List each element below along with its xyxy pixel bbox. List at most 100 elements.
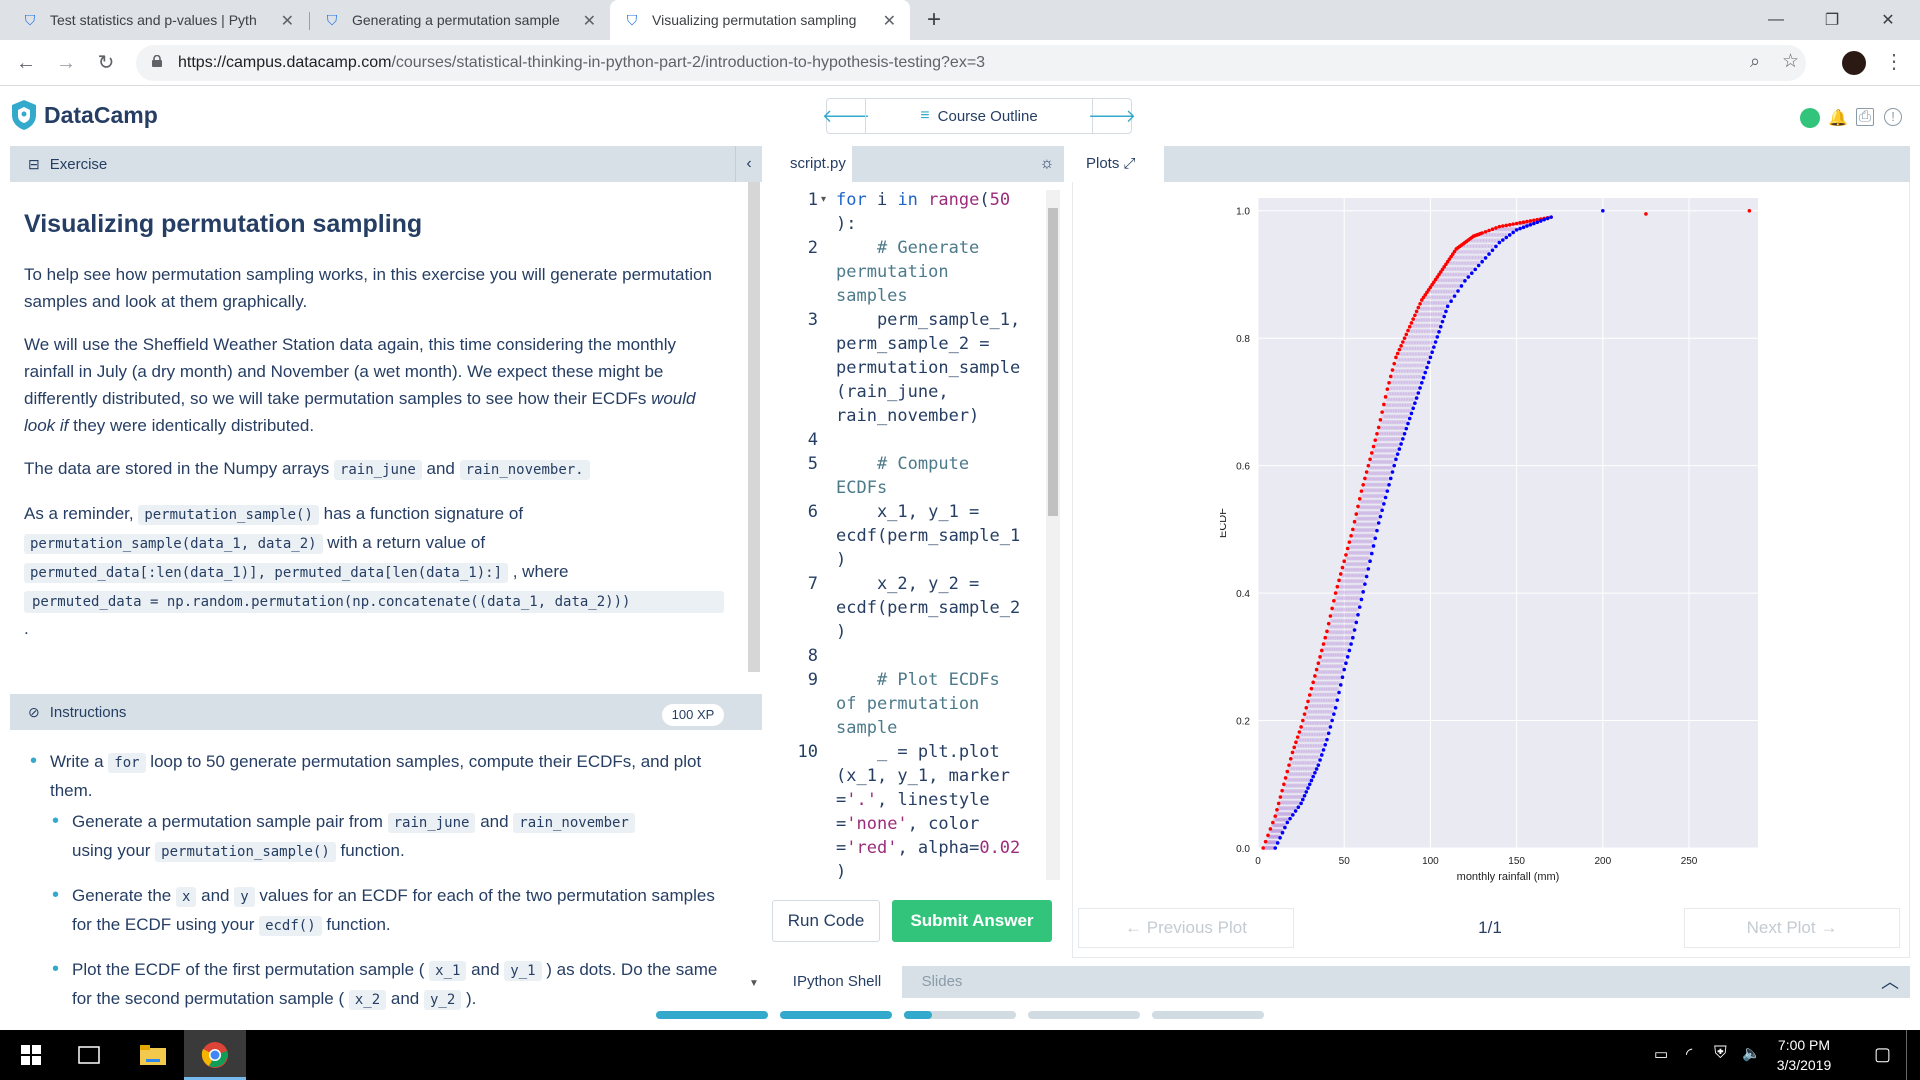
next-exercise-arrow-icon[interactable]: 🡒 — [1087, 105, 1137, 126]
info-icon[interactable]: ! — [1884, 108, 1902, 126]
shield-icon[interactable]: ⛨ — [1714, 1043, 1727, 1062]
avatar[interactable] — [1842, 51, 1866, 75]
permutation-dot — [1395, 408, 1400, 414]
permutation-dot — [1339, 658, 1345, 663]
next-plot-button[interactable]: Next Plot → — [1684, 908, 1900, 948]
datacamp-logo[interactable]: DataCamp — [10, 98, 158, 132]
slides-pdf-icon[interactable]: ⎙ — [1856, 108, 1874, 126]
permutation-dot — [1425, 346, 1431, 351]
editor-tab-script[interactable]: script.py — [772, 146, 852, 182]
close-window-icon[interactable]: ✕ — [1881, 12, 1895, 29]
scroll-down-arrow-icon[interactable]: ▼ — [749, 978, 759, 989]
exercise-scrollbar[interactable] — [748, 182, 760, 672]
submit-answer-button[interactable]: Submit Answer — [892, 900, 1052, 942]
browser-tab[interactable]: ⛉ Test statistics and p-values | Pyth ✕ — [8, 0, 308, 40]
editor-settings-icon[interactable]: ☼ — [1039, 155, 1055, 172]
permutation-dot — [1307, 771, 1312, 777]
permutation-dot — [1362, 556, 1367, 561]
collapse-pane-icon[interactable]: ‹ — [735, 146, 762, 182]
restore-icon[interactable]: ❐ — [1824, 12, 1840, 29]
ipython-shell-tab[interactable]: IPython Shell — [772, 966, 902, 998]
ecdf-point — [1382, 402, 1386, 407]
task-view-icon[interactable] — [58, 1030, 120, 1080]
close-icon[interactable]: ✕ — [280, 13, 294, 30]
menu-dots-icon[interactable]: ⋮ — [1884, 51, 1904, 73]
progress-segment[interactable] — [1152, 1011, 1264, 1019]
code-editor[interactable] — [772, 146, 1064, 886]
permutation-dot — [1361, 499, 1366, 504]
permutation-dot — [1369, 499, 1374, 504]
permutation-dot — [1312, 760, 1317, 766]
previous-exercise-arrow-icon[interactable]: 🡐 — [821, 105, 871, 126]
bookmark-star-icon[interactable]: ☆ — [1782, 51, 1800, 72]
url-text[interactable]: https://campus.datacamp.com/courses/stat… — [178, 45, 985, 81]
permutation-dot — [1329, 692, 1334, 697]
previous-plot-button[interactable]: ← Previous Plot — [1078, 908, 1294, 948]
editor-scrollbar-thumb[interactable] — [1048, 208, 1058, 516]
code-text-area[interactable]: for i in range(50 ): # Generate permutat… — [836, 186, 1042, 886]
windows-start-icon[interactable] — [0, 1030, 62, 1080]
permutation-dot — [1366, 493, 1372, 499]
slides-tab[interactable]: Slides — [921, 973, 963, 990]
progress-segment[interactable] — [780, 1011, 892, 1019]
system-clock[interactable]: 7:00 PM 3/3/2019 — [1764, 1030, 1844, 1080]
permutation-dot — [1391, 419, 1397, 425]
permutation-dot — [1357, 516, 1362, 521]
progress-segment[interactable] — [656, 1011, 768, 1019]
forward-icon[interactable]: → — [56, 52, 76, 74]
ecdf-point — [1287, 763, 1291, 767]
notifications-icon[interactable]: ▢ — [1874, 1044, 1892, 1064]
permutation-dot — [1323, 675, 1329, 680]
permutation-dot — [1353, 584, 1358, 590]
permutation-dot — [1455, 261, 1461, 266]
browser-tab[interactable]: ⛉ Generating a permutation sample ✕ — [310, 0, 610, 40]
plots-tab[interactable]: Plots ⤢ — [1072, 146, 1164, 182]
chrome-icon[interactable] — [184, 1030, 246, 1080]
permutation-dot — [1318, 686, 1324, 692]
back-icon[interactable]: ← — [16, 52, 36, 74]
permutation-dot — [1321, 692, 1327, 697]
x-tick-label: 150 — [1508, 856, 1525, 867]
ecdf-point — [1432, 345, 1436, 349]
permutation-dot — [1389, 391, 1394, 397]
permutation-dot — [1349, 578, 1355, 584]
expand-console-icon[interactable]: ︿ — [1881, 972, 1899, 992]
expand-icon[interactable]: ⤢ — [1123, 155, 1136, 172]
minimize-icon[interactable]: — — [1768, 11, 1784, 28]
permutation-dot — [1373, 482, 1379, 487]
volume-icon[interactable]: 🔈 — [1742, 1045, 1761, 1062]
file-explorer-icon[interactable] — [122, 1030, 184, 1080]
fold-arrow-icon[interactable]: ▾ — [821, 194, 827, 205]
notification-bell-icon[interactable]: 🔔 — [1828, 110, 1848, 127]
close-icon[interactable]: ✕ — [582, 13, 596, 30]
ecdf-point — [1292, 745, 1297, 750]
line-number: 8 — [807, 646, 818, 666]
course-outline-button[interactable]: ≡ Course Outline — [865, 99, 1093, 133]
permutation-dot — [1343, 561, 1348, 567]
run-code-button[interactable]: Run Code — [772, 900, 880, 942]
omnibox[interactable]: https://campus.datacamp.com/courses/stat… — [136, 45, 1806, 81]
progress-segment[interactable] — [904, 1011, 1016, 1019]
instructions-panel-header[interactable]: ⊘ Instructions — [10, 694, 762, 730]
battery-icon[interactable]: ▭ — [1654, 1046, 1669, 1063]
progress-segment[interactable] — [1028, 1011, 1140, 1019]
permutation-dot — [1317, 664, 1322, 669]
permutation-dot — [1318, 698, 1323, 703]
reload-icon[interactable]: ↻ — [97, 52, 115, 74]
ecdf-point — [1378, 417, 1383, 422]
ecdf-point — [1528, 219, 1533, 223]
wifi-icon[interactable]: ◜ — [1686, 1046, 1693, 1063]
permutation-dot — [1372, 510, 1378, 516]
show-desktop-divider[interactable] — [1906, 1030, 1907, 1080]
permutation-dot — [1388, 425, 1393, 431]
code-line: ='red', alpha=0.02 — [836, 838, 1021, 858]
close-icon[interactable]: ✕ — [882, 13, 896, 30]
new-tab-icon[interactable]: + — [926, 6, 941, 33]
permutation-dot — [1318, 749, 1323, 754]
permutation-dot — [1376, 488, 1382, 493]
browser-tab-active[interactable]: ⛉ Visualizing permutation sampling ✕ — [610, 0, 910, 40]
permutation-dot — [1482, 238, 1488, 243]
permutation-dot — [1409, 368, 1414, 374]
permutation-dot — [1424, 334, 1429, 340]
zoom-icon[interactable]: ⌕ — [1750, 51, 1761, 71]
